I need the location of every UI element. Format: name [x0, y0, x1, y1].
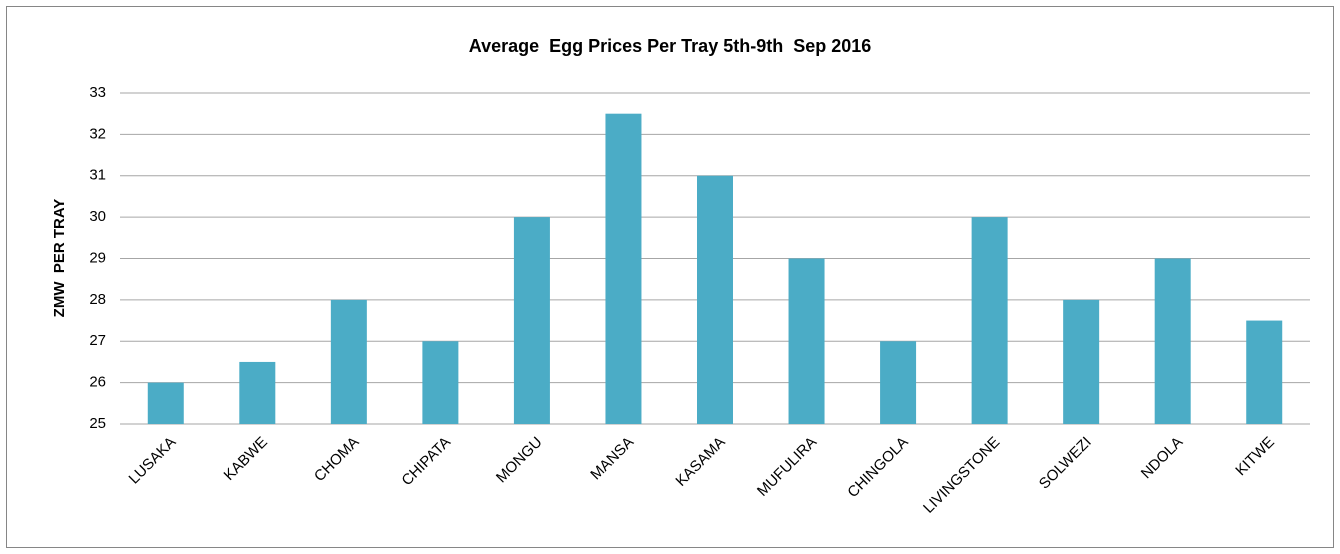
y-tick-label: 29 — [89, 249, 106, 266]
y-tick-label: 31 — [89, 167, 106, 184]
y-tick-label: 25 — [89, 415, 106, 432]
bar — [697, 175, 733, 424]
bar — [1154, 258, 1191, 424]
y-tick-label: 26 — [89, 374, 106, 391]
bar — [513, 217, 550, 424]
bar — [147, 382, 184, 424]
bar — [971, 217, 1008, 424]
bar — [422, 341, 459, 424]
chart-title: Average Egg Prices Per Tray 5th-9th Sep … — [469, 36, 872, 56]
y-tick-label: 30 — [89, 208, 106, 225]
y-tick-label: 28 — [89, 291, 106, 308]
y-tick-label: 27 — [89, 332, 106, 349]
bar — [788, 258, 825, 424]
bar — [1063, 299, 1100, 424]
bar — [605, 113, 642, 424]
y-tick-label: 32 — [89, 125, 106, 142]
bar — [239, 361, 276, 424]
chart-border — [6, 6, 1334, 548]
y-axis-label: ZMW PER TRAY — [51, 199, 68, 318]
bar — [1246, 320, 1283, 424]
y-tick-label: 33 — [89, 84, 106, 101]
bar — [330, 299, 367, 424]
bar — [880, 341, 917, 424]
